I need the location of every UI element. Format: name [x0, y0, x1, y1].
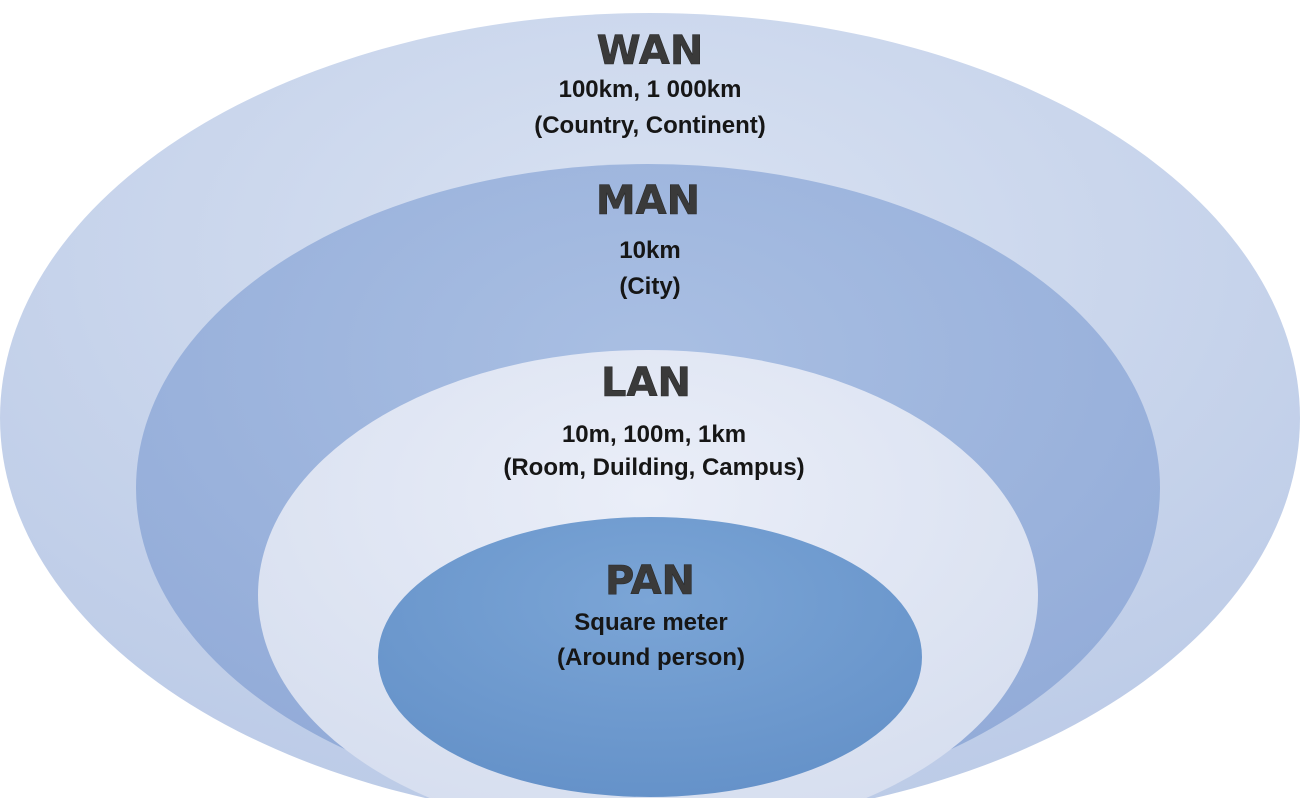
man-range: 10km	[619, 237, 680, 264]
man-title: MAN	[596, 178, 700, 224]
pan-range: Square meter	[574, 609, 727, 636]
wan-range: 100km, 1 000km	[559, 76, 742, 103]
layer-pan: PAN Square meter (Around person)	[378, 517, 922, 797]
pan-ellipse	[378, 517, 922, 797]
lan-range: 10m, 100m, 1km	[562, 421, 746, 448]
lan-title: LAN	[601, 360, 691, 406]
pan-scope: (Around person)	[557, 644, 745, 671]
lan-scope: (Room, Duilding, Campus)	[503, 454, 804, 481]
wan-scope: (Country, Continent)	[534, 112, 766, 139]
wan-title: WAN	[597, 28, 704, 74]
pan-title: PAN	[605, 558, 695, 604]
man-scope: (City)	[619, 273, 680, 300]
